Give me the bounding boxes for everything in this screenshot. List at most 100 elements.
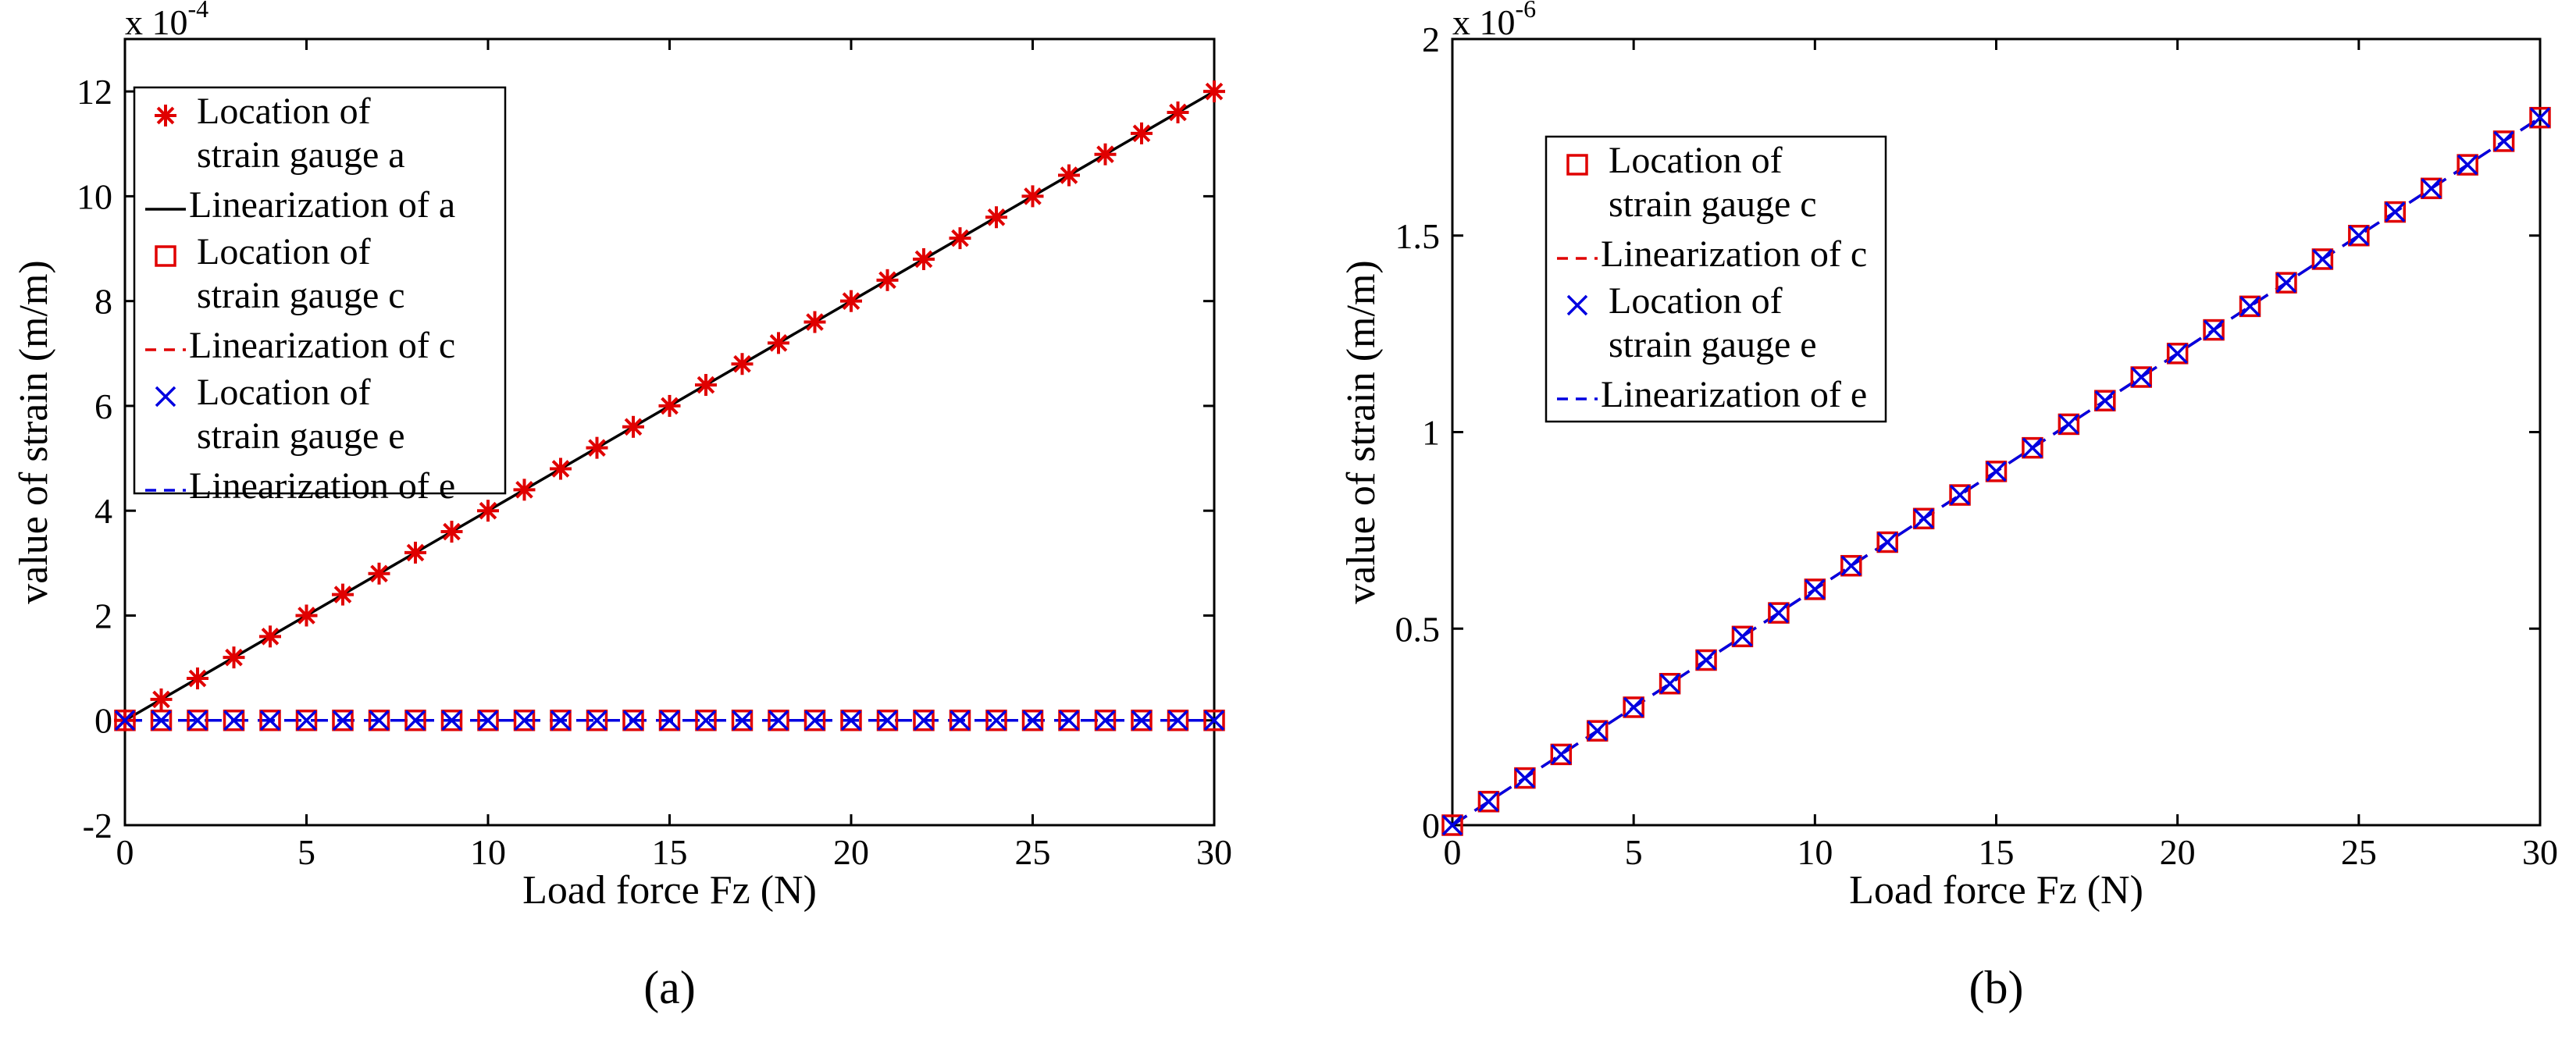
data-point — [768, 709, 789, 731]
y-tick-label: -2 — [83, 806, 112, 845]
data-point — [2385, 201, 2406, 222]
x-stroke — [2275, 272, 2297, 294]
x-stroke — [913, 710, 935, 731]
data-point — [876, 269, 899, 291]
star-stroke — [842, 292, 860, 310]
data-point — [150, 688, 173, 710]
star-stroke — [661, 397, 679, 415]
y-tick-label: 10 — [77, 176, 112, 216]
legend-entry: Linearization of c — [1557, 233, 1867, 275]
star-stroke — [370, 564, 388, 583]
data-point — [2311, 248, 2334, 270]
x-stroke — [155, 386, 176, 408]
axis-scale-exponent: -6 — [1516, 0, 1537, 23]
data-point — [2492, 130, 2515, 152]
data-point — [1659, 673, 1680, 694]
data-point — [1058, 710, 1080, 731]
series-markers-0 — [1441, 106, 2551, 836]
star-stroke — [1024, 187, 1042, 205]
legend-label: strain gauge e — [197, 415, 405, 457]
data-point — [1203, 80, 1225, 103]
x-stroke — [2421, 178, 2442, 199]
x-stroke — [1058, 710, 1080, 731]
legend-entry: Linearization of e — [1557, 374, 1867, 415]
data-point — [2239, 296, 2261, 317]
data-point — [259, 709, 281, 731]
x-stroke — [2457, 154, 2478, 176]
data-point — [477, 709, 499, 731]
data-point — [1623, 696, 1644, 718]
data-point — [840, 290, 862, 312]
data-point — [1731, 625, 1754, 648]
data-point — [150, 709, 173, 731]
data-point — [1695, 649, 1717, 671]
data-point — [913, 709, 935, 731]
data-point — [622, 709, 644, 731]
x-stroke — [332, 710, 354, 731]
x-stroke — [1659, 673, 1680, 694]
star-stroke — [406, 543, 425, 562]
data-point — [368, 562, 390, 585]
data-point — [477, 710, 499, 731]
x-stroke — [768, 710, 789, 731]
x-stroke — [2493, 130, 2514, 152]
data-point — [2022, 437, 2043, 458]
data-point — [1203, 710, 1225, 731]
data-point — [550, 709, 572, 731]
chart-panel-b: 0 5 10 15 20 25 30 0 0.5 1 1.5 2 Load force Fz (N) va… — [1339, 0, 2558, 1013]
x-stroke — [659, 710, 680, 731]
x-stroke — [1876, 532, 1898, 553]
data-point — [803, 311, 826, 333]
data-point — [1094, 709, 1117, 731]
data-point — [223, 646, 245, 669]
star-stroke — [914, 250, 933, 269]
star-stroke — [1205, 82, 1224, 101]
x-stroke — [1732, 626, 1753, 647]
x-stroke — [732, 710, 753, 731]
data-point — [877, 710, 898, 731]
legend-symbol — [155, 386, 176, 408]
star-stroke — [152, 690, 170, 709]
data-point — [550, 710, 572, 731]
x-stroke — [441, 710, 462, 731]
star-stroke — [733, 354, 751, 373]
x-tick-label: 5 — [298, 832, 315, 872]
data-point — [1876, 531, 1898, 553]
data-point — [949, 227, 971, 250]
data-point — [1586, 720, 1609, 742]
data-point — [913, 710, 935, 731]
data-point — [985, 206, 1007, 229]
y-tick-label: 2 — [94, 596, 112, 635]
data-point — [1058, 164, 1080, 187]
x-tick-label: 25 — [1015, 832, 1051, 872]
legend-label: Linearization of e — [1601, 374, 1867, 415]
x-tick-label: 20 — [833, 832, 869, 872]
legend-label: strain gauge c — [197, 275, 405, 316]
x-stroke — [514, 710, 535, 731]
data-point — [2058, 413, 2080, 436]
data-point — [1478, 791, 1499, 813]
data-point — [440, 521, 463, 543]
legend-label: strain gauge c — [1609, 183, 1817, 225]
data-point — [404, 709, 426, 731]
data-point — [586, 710, 607, 731]
x-stroke — [1478, 791, 1499, 813]
data-point — [2384, 201, 2407, 223]
star-stroke — [987, 208, 1006, 226]
data-point — [513, 709, 536, 731]
y-tick-label: 4 — [94, 491, 112, 531]
star-stroke — [156, 106, 175, 125]
data-point — [1131, 709, 1153, 731]
data-point — [1840, 555, 1862, 576]
data-point — [332, 583, 354, 606]
x-axis-label: Load force Fz (N) — [522, 868, 817, 913]
x-stroke — [1695, 650, 1717, 671]
data-point — [2275, 272, 2297, 294]
data-point — [768, 332, 789, 354]
data-point — [622, 415, 644, 438]
